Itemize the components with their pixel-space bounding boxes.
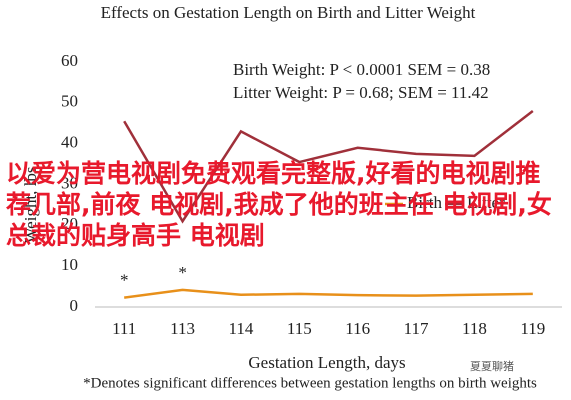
x-tick-label: 113 [170, 319, 195, 338]
y-tick-label: 40 [61, 133, 78, 152]
annotation: Litter Weight: P = 0.68; SEM = 11.42 [233, 83, 489, 102]
y-tick-label: 0 [70, 296, 79, 315]
x-tick-label: 111 [112, 319, 136, 338]
y-tick-label: 50 [61, 92, 78, 111]
x-tick-label: 119 [520, 319, 545, 338]
x-axis-label: Gestation Length, days [248, 353, 405, 372]
significance-marker: * [178, 263, 187, 282]
y-axis-label: Weight, lbs [21, 166, 40, 243]
footnote: *Denotes significant differences between… [83, 375, 537, 391]
y-tick-label: 60 [61, 51, 78, 70]
watermark: 夏夏聊猪 [470, 360, 514, 373]
y-tick-label: 20 [61, 214, 78, 233]
x-tick-label: 117 [404, 319, 429, 338]
y-tick-label: 30 [61, 173, 78, 192]
x-tick-label: 115 [287, 319, 312, 338]
chart-title: Effects on Gestation Length on Birth and… [101, 3, 476, 22]
overlay-text: 以爱为营电视剧免费观看完整版,好看的电视剧推荐几部,前夜 电视剧,我成了他的班主… [6, 159, 552, 250]
annotation: Birth Weight: P < 0.0001 SEM = 0.38 [233, 60, 490, 79]
legend-label: Birth [407, 193, 442, 212]
legend-label: Litter [467, 193, 505, 212]
x-tick-label: 118 [462, 319, 487, 338]
series-line [124, 288, 533, 299]
x-tick-label: 116 [345, 319, 370, 338]
x-tick-label: 114 [229, 319, 254, 338]
series-line [123, 110, 534, 224]
significance-marker: * [120, 271, 129, 290]
y-tick-label: 10 [61, 255, 78, 274]
